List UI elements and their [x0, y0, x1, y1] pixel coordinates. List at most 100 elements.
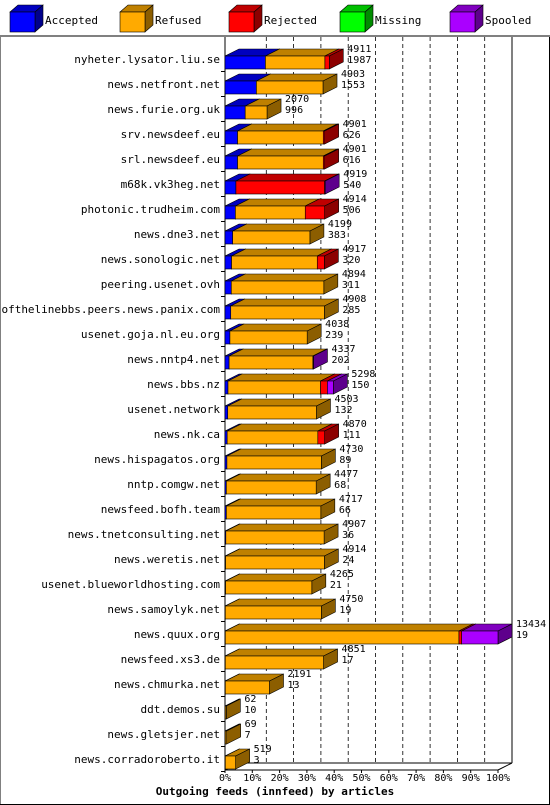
- bar-segment-refused: [224, 748, 250, 770]
- bar-segment-refused: [230, 273, 339, 295]
- value-total: 4730: [339, 444, 363, 455]
- row-label: news.samoylyk.net: [107, 603, 220, 616]
- legend-label: Accepted: [45, 14, 98, 27]
- bar-segment-refused: [227, 373, 335, 395]
- bar-group: [224, 173, 340, 195]
- x-tick-label: 80%: [434, 773, 452, 784]
- bar-segment-refused: [224, 623, 474, 645]
- x-tick-label: 10%: [243, 773, 261, 784]
- row-label: news.nntp4.net: [127, 353, 220, 366]
- bar-segment-rejected: [324, 48, 344, 70]
- row-label: news.gletsjer.net: [107, 728, 220, 741]
- value-total: 4914: [342, 544, 366, 555]
- bar-segment-refused: [231, 248, 332, 270]
- bar-group: [224, 298, 339, 320]
- bar-segment-refused: [226, 448, 336, 470]
- bar-group: [224, 573, 327, 595]
- bar-segment-refused: [225, 523, 339, 545]
- value-accepted: 89: [339, 455, 351, 466]
- value-accepted: 68: [334, 480, 346, 491]
- value-accepted: 66: [339, 505, 351, 516]
- value-total: 4917: [342, 244, 366, 255]
- bar-group: [224, 698, 241, 720]
- x-tick-label: 90%: [462, 773, 480, 784]
- row-label: news.furie.org.uk: [107, 103, 220, 116]
- value-accepted: 10: [244, 705, 256, 716]
- x-tick-label: 30%: [298, 773, 316, 784]
- value-accepted: 1987: [347, 55, 371, 66]
- value-accepted: 626: [343, 130, 361, 141]
- row-label: news.sonologic.net: [101, 253, 220, 266]
- value-accepted: 3: [254, 755, 260, 766]
- bar-group: [224, 673, 284, 695]
- bar-segment-refused: [230, 298, 339, 320]
- bar-segment-refused: [226, 498, 336, 520]
- bar-group: [224, 748, 250, 770]
- bar-segment-spooled: [312, 348, 328, 370]
- bar-group: [224, 623, 513, 645]
- x-tick-label: 40%: [325, 773, 343, 784]
- value-accepted: 19: [516, 630, 528, 641]
- bar-group: [224, 398, 331, 420]
- bar-group: [224, 198, 339, 220]
- x-axis: 0% 10% 20% 30% 40% 50% 60% 70% 80% 90% 100%: [219, 770, 510, 784]
- bar-segment-refused: [227, 398, 331, 420]
- row-label: usenet.network: [127, 403, 220, 416]
- row-label: nntp.comgw.net: [127, 478, 220, 491]
- bar-group: [224, 73, 338, 95]
- value-accepted: 285: [342, 305, 360, 316]
- bar-segment-rejected: [322, 148, 339, 170]
- bar-segment-refused: [232, 223, 325, 245]
- bar-segment-refused: [237, 123, 338, 145]
- value-accepted: 616: [343, 155, 361, 166]
- bar-segment-rejected: [317, 423, 339, 445]
- legend-item-rejected: Rejected: [228, 4, 317, 33]
- value-accepted: 19: [339, 605, 351, 616]
- row-label: usenet.goja.nl.eu.org: [81, 328, 220, 341]
- bar-segment-spooled: [324, 173, 340, 195]
- value-total: 62: [244, 694, 256, 705]
- bar-segment-refused: [226, 423, 333, 445]
- row-label: usenet.blueworldhosting.com: [41, 578, 220, 591]
- value-total: 4894: [342, 269, 366, 280]
- value-total: 4907: [342, 519, 366, 530]
- bar-group: [224, 648, 338, 670]
- bar-segment-refused: [228, 348, 328, 370]
- value-total: 4914: [343, 194, 367, 205]
- chart-title: Outgoing feeds (innfeed) by articles: [156, 785, 394, 798]
- bars: [224, 48, 513, 770]
- value-total: 4901: [343, 119, 367, 130]
- row-label: nyheter.lysator.liu.se: [74, 53, 220, 66]
- value-total: 5298: [351, 369, 375, 380]
- legend-label: Refused: [155, 14, 201, 27]
- value-total: 4870: [343, 419, 367, 430]
- bar-segment-refused: [225, 548, 339, 570]
- bar-segment-refused: [224, 648, 338, 670]
- bar-segment-refused: [225, 573, 327, 595]
- value-accepted: 383: [328, 230, 346, 241]
- value-accepted: 320: [342, 255, 360, 266]
- row-label: photonic.trudheim.com: [81, 203, 220, 216]
- bar-segment-refused: [237, 148, 338, 170]
- bar-group: [224, 473, 331, 495]
- value-total: 4851: [342, 644, 366, 655]
- value-total: 4908: [342, 294, 366, 305]
- legend-item-accepted: Accepted: [9, 4, 98, 33]
- bar-segment-refused: [224, 673, 284, 695]
- axis-depth: [497, 762, 513, 771]
- value-total: 519: [254, 744, 272, 755]
- row-label: news.dne3.net: [134, 228, 220, 241]
- value-accepted: 311: [342, 280, 360, 291]
- legend-item-missing: Missing: [339, 4, 421, 33]
- bar-group: [224, 273, 339, 295]
- row-label: newsfeed.xs3.de: [121, 653, 220, 666]
- value-total: 4901: [343, 144, 367, 155]
- row-label: news.nk.ca: [154, 428, 220, 441]
- legend-item-refused: Refused: [119, 4, 201, 33]
- value-total: 2191: [287, 669, 311, 680]
- bar-segment-refused: [229, 323, 322, 345]
- bar-group: [224, 248, 339, 270]
- value-total: 4337: [331, 344, 355, 355]
